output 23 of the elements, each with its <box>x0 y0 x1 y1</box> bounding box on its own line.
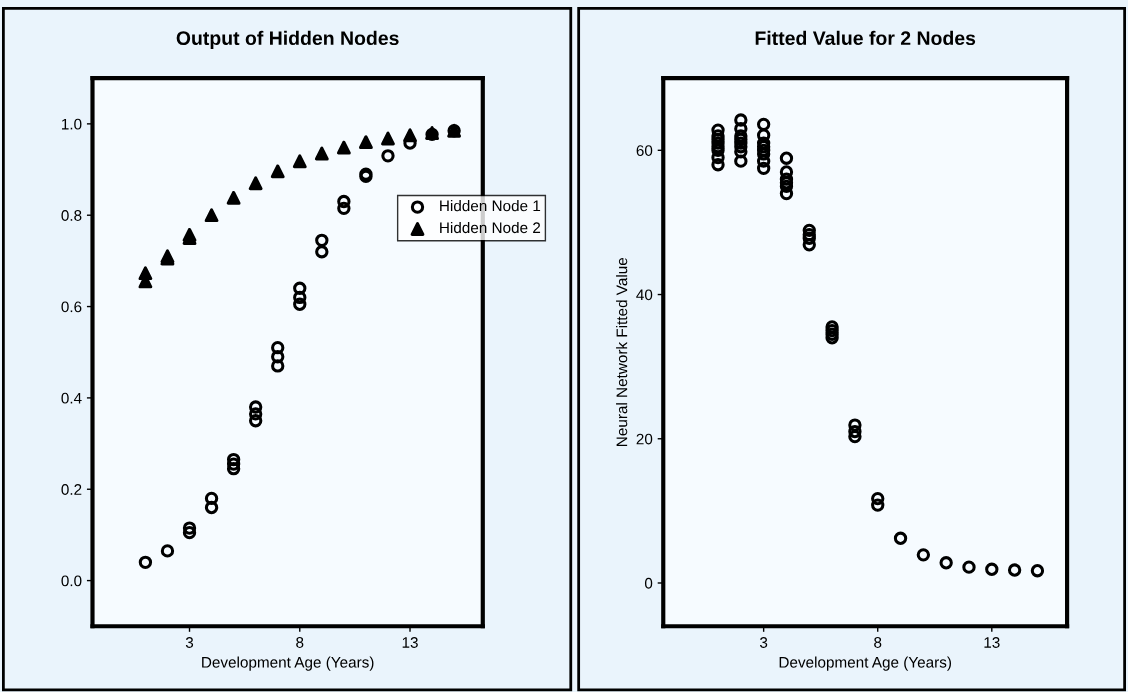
y-tick-label: 0 <box>644 577 653 589</box>
x-axis-title: Development Age (Years) <box>779 656 951 671</box>
y-tick-label: 0.0 <box>61 575 82 587</box>
y-tick-label: 1.0 <box>62 118 82 130</box>
y-axis-title: Neural Network Fitted Value <box>616 257 628 446</box>
x-tick-label: 13 <box>984 637 1000 648</box>
x-tick-label: 8 <box>296 637 304 648</box>
x-tick-label: 13 <box>402 637 418 648</box>
chart-title: Fitted Value for 2 Nodes <box>755 30 976 46</box>
x-tick-label: 8 <box>874 637 882 648</box>
chart-title: Output of Hidden Nodes <box>176 30 399 49</box>
y-tick-label: 20 <box>636 433 653 445</box>
y-tick-label: 40 <box>636 289 653 301</box>
y-tick-label: 0.2 <box>61 484 82 495</box>
legend-label: Hidden Node 1 <box>440 200 541 212</box>
x-axis-title: Development Age (Years) <box>202 656 374 671</box>
y-tick-label: 0.6 <box>61 301 82 313</box>
y-tick-label: 0.8 <box>61 210 82 221</box>
x-tick-label: 3 <box>185 637 194 648</box>
y-tick-label: 60 <box>636 145 653 156</box>
x-tick-label: 3 <box>759 637 768 648</box>
y-tick-label: 0.4 <box>61 392 82 404</box>
legend-label: Hidden Node 2 <box>440 221 541 234</box>
